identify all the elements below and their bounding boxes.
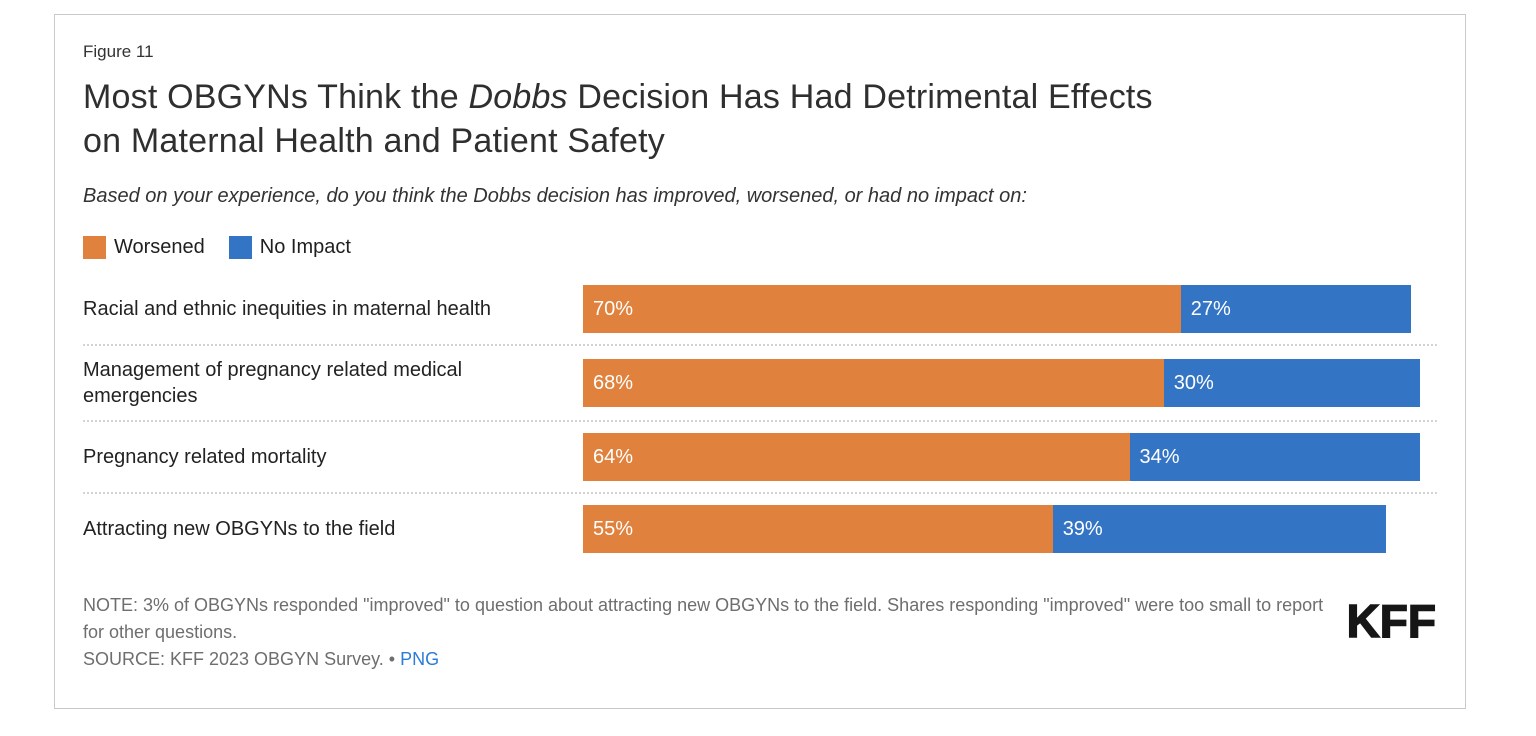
note-text: NOTE: 3% of OBGYNs responded "improved" … xyxy=(83,595,1324,642)
chart-subtitle: Based on your experience, do you think t… xyxy=(83,185,1027,207)
footer-text: NOTE: 3% of OBGYNs responded "improved" … xyxy=(83,592,1347,673)
chart-title: Most OBGYNs Think the Dobbs Decision Has… xyxy=(83,75,1437,163)
bar-segment-no-impact: 39% xyxy=(1052,505,1386,553)
legend-item-no-impact: No Impact xyxy=(228,236,351,259)
chart-row: Attracting new OBGYNs to the field 55% 39% xyxy=(83,492,1437,564)
legend-item-worsened: Worsened xyxy=(83,236,205,259)
bar-value-label: 27% xyxy=(1190,297,1231,320)
bar-value-label: 68% xyxy=(593,371,634,394)
category-label: Attracting new OBGYNs to the field xyxy=(83,518,396,540)
bar-segment-worsened: 64% xyxy=(583,433,1130,481)
legend-swatch-no-impact xyxy=(228,236,252,259)
bar-segment-no-impact: 34% xyxy=(1129,433,1420,481)
figure-number-label: Figure 11 xyxy=(83,42,154,61)
bar-value-label: 39% xyxy=(1062,517,1103,540)
bar-segment-worsened: 55% xyxy=(583,505,1053,553)
chart-row: Racial and ethnic inequities in maternal… xyxy=(83,274,1437,344)
title-part-italic-dobbs: Dobbs xyxy=(468,78,568,116)
source-text: SOURCE: KFF 2023 OBGYN Survey. xyxy=(83,649,389,669)
source-line: SOURCE: KFF 2023 OBGYN Survey. • PNG xyxy=(83,646,1347,673)
legend-swatch-worsened xyxy=(83,236,106,259)
bar-track: 64% 34% xyxy=(583,433,1437,481)
bar-segment-worsened: 68% xyxy=(583,359,1164,407)
legend-label-no-impact: No Impact xyxy=(259,236,351,258)
chart-legend: Worsened No Impact xyxy=(83,236,1437,259)
bar-segment-no-impact: 27% xyxy=(1180,285,1412,333)
figure-card: Figure 11 Most OBGYNs Think the Dobbs De… xyxy=(54,14,1466,709)
bar-value-label: 70% xyxy=(593,297,634,320)
bar-value-label: 64% xyxy=(593,445,634,468)
category-label: Racial and ethnic inequities in maternal… xyxy=(83,298,492,320)
bar-segment-no-impact: 30% xyxy=(1163,359,1420,407)
chart-row: Pregnancy related mortality 64% 34% xyxy=(83,420,1437,492)
bullet-separator: • xyxy=(388,649,396,669)
category-label: Management of pregnancy related medical … xyxy=(83,359,463,407)
category-label: Pregnancy related mortality xyxy=(83,446,327,468)
kff-logo: KFF xyxy=(1346,595,1437,647)
title-part-2: Decision Has Had Detrimental Effects xyxy=(567,78,1153,116)
title-line-2: on Maternal Health and Patient Safety xyxy=(83,122,665,160)
legend-label-worsened: Worsened xyxy=(114,236,205,258)
footer: NOTE: 3% of OBGYNs responded "improved" … xyxy=(83,592,1437,673)
title-part-1: Most OBGYNs Think the xyxy=(83,78,469,116)
bar-value-label: 30% xyxy=(1173,371,1214,394)
bar-track: 70% 27% xyxy=(583,285,1437,333)
bar-track: 68% 30% xyxy=(583,359,1437,407)
chart-row: Management of pregnancy related medical … xyxy=(83,344,1437,420)
chart-rows: Racial and ethnic inequities in maternal… xyxy=(83,274,1437,564)
bar-segment-worsened: 70% xyxy=(583,285,1181,333)
bar-value-label: 34% xyxy=(1139,445,1180,468)
bar-track: 55% 39% xyxy=(583,505,1437,553)
bar-value-label: 55% xyxy=(593,517,634,540)
png-download-link[interactable]: PNG xyxy=(400,649,440,669)
